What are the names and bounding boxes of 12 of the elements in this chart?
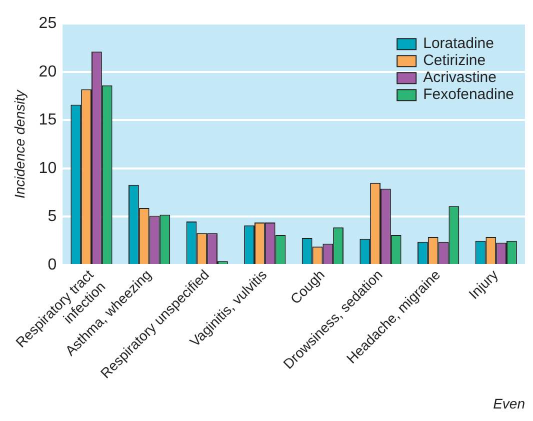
y-tick-label: 10 [38,160,57,177]
legend-label: Loratadine [423,35,494,52]
y-tick-label: 5 [48,208,57,226]
y-tick-label: 0 [48,256,57,274]
y-axis-title: Incidence density [11,89,28,198]
y-tick-label: 20 [38,63,57,80]
legend-label: Acrivastine [423,69,496,86]
y-tick-label: 25 [38,15,57,32]
x-axis-title: Even [493,395,526,412]
legend-label: Fexofenadine [423,86,514,104]
legend-label: Cetirizine [423,52,486,70]
y-tick-label: 15 [38,112,57,129]
